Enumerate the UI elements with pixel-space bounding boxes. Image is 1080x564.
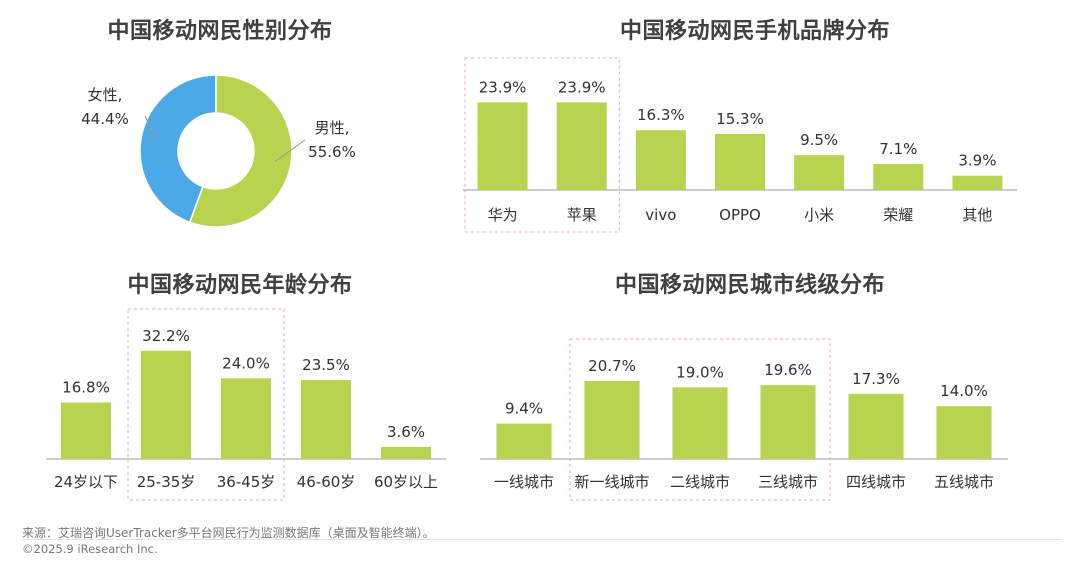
- bar-1: [584, 380, 640, 459]
- bar-value-label-3: 19.6%: [764, 361, 812, 379]
- bar-value-label-1: 20.7%: [588, 357, 636, 375]
- bar-5: [873, 163, 924, 190]
- bar-3: [301, 380, 351, 459]
- bar-4: [381, 446, 431, 459]
- bar-value-label-0: 16.8%: [62, 379, 110, 397]
- slice-label-0: 女性,: [88, 86, 123, 104]
- category-label-4: 小米: [804, 206, 834, 224]
- category-label-1: 新一线城市: [574, 473, 649, 491]
- bar-value-label-4: 9.5%: [800, 131, 838, 149]
- bar-value-label-5: 14.0%: [940, 382, 988, 400]
- brand-panel: 中国移动网民手机品牌分布 23.9% 华为 23.9% 苹果 16.3% vivo 15.3…: [455, 8, 1055, 238]
- category-label-0: 一线城市: [494, 473, 554, 491]
- bar-value-label-1: 23.9%: [558, 78, 606, 96]
- bar-value-label-2: 19.0%: [676, 363, 724, 381]
- category-label-5: 五线城市: [934, 473, 994, 491]
- highlight-box: [127, 308, 285, 501]
- bar-2: [672, 387, 728, 459]
- bar-1: [141, 350, 191, 459]
- category-label-3: OPPO: [719, 206, 761, 224]
- bar-value-label-6: 3.9%: [958, 152, 996, 170]
- category-label-2: vivo: [645, 206, 676, 224]
- footer-divider: [22, 539, 1062, 540]
- highlight-box: [464, 57, 620, 233]
- bar-6: [952, 175, 1003, 190]
- bar-value-label-0: 9.4%: [505, 400, 543, 418]
- bar-0: [61, 402, 111, 459]
- bar-value-label-4: 3.6%: [387, 423, 425, 441]
- age-bar-chart: 16.8% 24岁以下 32.2% 25-35岁 24.0% 36-45岁 23.5% 46-…: [46, 308, 446, 501]
- category-label-5: 荣耀: [883, 206, 913, 224]
- gender-panel: 中国移动网民性别分布 女性, 44.4% 男性, 55.6%: [20, 8, 420, 238]
- bar-1: [556, 102, 607, 190]
- bar-value-label-2: 24.0%: [222, 354, 270, 372]
- bar-value-label-5: 7.1%: [879, 140, 917, 158]
- bar-0: [477, 102, 528, 190]
- bar-4: [794, 155, 845, 190]
- slice-label-1: 男性,: [315, 119, 350, 137]
- slice-value-1: 55.6%: [308, 143, 356, 161]
- bar-value-label-0: 23.9%: [479, 78, 527, 96]
- bar-value-label-2: 16.3%: [637, 106, 685, 124]
- category-label-4: 60岁以上: [374, 473, 438, 491]
- city-panel: 中国移动网民城市线级分布 9.4% 一线城市 20.7% 新一线城市 19.0% 二线城市…: [470, 262, 1030, 512]
- bar-2: [221, 378, 271, 459]
- gender-donut-chart: 女性, 44.4% 男性, 55.6%: [81, 74, 356, 228]
- slice-value-0: 44.4%: [81, 110, 129, 128]
- donut-slice-female: [139, 74, 217, 224]
- donut-slice-male: [188, 74, 293, 228]
- bar-2: [635, 130, 686, 190]
- bar-value-label-3: 23.5%: [302, 356, 350, 374]
- bar-3: [760, 385, 816, 459]
- source-note: 来源：艾瑞咨询UserTracker多平台网民行为监测数据库（桌面及智能终端）。: [22, 526, 435, 540]
- leader-line-1: [274, 139, 306, 162]
- bar-4: [848, 393, 904, 459]
- bar-value-label-3: 15.3%: [716, 110, 764, 128]
- brand-chart-title: 中国移动网民手机品牌分布: [619, 19, 890, 44]
- category-label-3: 三线城市: [758, 473, 818, 491]
- category-label-1: 25-35岁: [137, 473, 196, 491]
- age-panel: 中国移动网民年龄分布 16.8% 24岁以下 32.2% 25-35岁 24.0% 36-…: [30, 262, 450, 512]
- bar-3: [715, 133, 765, 190]
- gender-chart-title: 中国移动网民性别分布: [107, 19, 333, 44]
- brand-bar-chart: 23.9% 华为 23.9% 苹果 16.3% vivo 15.3% OPPO 9.5% 小米 7.…: [463, 57, 1017, 233]
- category-label-1: 苹果: [567, 206, 597, 224]
- age-chart-title: 中国移动网民年龄分布: [127, 273, 353, 298]
- city-bar-chart: 9.4% 一线城市 20.7% 新一线城市 19.0% 二线城市 19.6% 三线城市 17.3…: [480, 338, 1008, 501]
- category-label-6: 其他: [962, 206, 992, 224]
- bar-5: [936, 406, 992, 459]
- bar-value-label-4: 17.3%: [852, 370, 900, 388]
- category-label-4: 四线城市: [846, 473, 906, 491]
- category-label-0: 华为: [488, 206, 518, 224]
- city-chart-title: 中国移动网民城市线级分布: [614, 273, 885, 298]
- category-label-0: 24岁以下: [54, 473, 118, 491]
- category-label-2: 36-45岁: [217, 473, 276, 491]
- copyright-note: ©2025.9 iResearch Inc.: [22, 542, 158, 556]
- bar-value-label-1: 32.2%: [142, 327, 190, 345]
- bar-0: [496, 423, 552, 459]
- category-label-2: 二线城市: [670, 473, 730, 491]
- category-label-3: 46-60岁: [297, 473, 356, 491]
- leader-line-0: [144, 115, 158, 141]
